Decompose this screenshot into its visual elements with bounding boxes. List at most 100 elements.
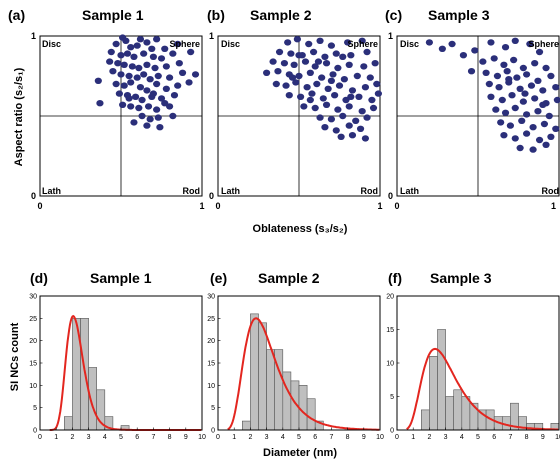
scatter-point — [143, 39, 151, 46]
scatter-point — [523, 71, 531, 78]
y-tick-label: 20 — [207, 338, 215, 345]
scatter-point — [500, 61, 508, 68]
scatter-point — [358, 108, 366, 115]
y-tick-label: 15 — [207, 361, 215, 368]
scatter-point — [127, 79, 135, 86]
scatter-point — [324, 85, 332, 93]
panel-label-e: (e) — [210, 270, 227, 286]
quadrant-label-disc-b: Disc — [221, 39, 240, 49]
histogram-bar — [453, 389, 463, 431]
scatter-point — [542, 64, 550, 72]
scatter-point — [348, 87, 357, 94]
scatter-point — [161, 45, 169, 52]
scatter-point — [154, 114, 162, 121]
scatter-point — [115, 90, 123, 97]
panel-e: (e) Sample 2 0 5 10 15 20 25 30 0 1 2 3 4 5 6 7 8 9 10 — [207, 270, 384, 441]
scatter-point — [156, 124, 164, 131]
scatter-point — [122, 37, 130, 44]
scatter-point — [552, 84, 560, 91]
scatter-point — [523, 111, 531, 118]
scatter-point — [153, 80, 161, 88]
scatter-point — [516, 85, 524, 93]
x-tick-0-c: 0 — [394, 201, 399, 211]
scatter-point — [516, 144, 524, 152]
histogram-f: 0 5 10 15 20 0 1 2 3 4 5 6 7 8 9 10 — [386, 294, 560, 442]
x-tick-label: 4 — [460, 434, 464, 441]
scatter-point — [140, 50, 148, 57]
scatter-point — [495, 84, 503, 91]
panel-title-b: Sample 2 — [250, 7, 312, 23]
y-tick-1-a: 1 — [31, 31, 36, 41]
y-tick-label: 0 — [211, 428, 215, 435]
scatter-point — [144, 103, 153, 110]
quadrant-label-disc-c: Disc — [400, 39, 419, 49]
scatter-point — [358, 37, 366, 44]
scatter-point — [552, 125, 560, 132]
scatter-point — [301, 58, 310, 65]
scatter-point — [534, 108, 542, 115]
histogram-bar — [445, 396, 455, 431]
scatter-point — [162, 63, 170, 70]
scatter-point — [448, 40, 456, 48]
scatter-point — [143, 122, 151, 129]
scatter-point — [169, 50, 177, 57]
x-axis-title-top: Oblateness (s₃/s₂) — [253, 223, 348, 235]
scatter-point — [542, 141, 550, 148]
scatter-point — [321, 53, 329, 60]
scatter-point — [174, 82, 182, 89]
scatter-point — [293, 36, 301, 43]
scatter-point — [519, 64, 527, 72]
scatter-point — [170, 92, 179, 99]
x-tick-label: 4 — [281, 434, 285, 441]
x-tick-label: 2 — [70, 434, 74, 441]
scatter-point — [527, 82, 536, 89]
scatter-point — [120, 82, 128, 89]
scatter-point — [438, 45, 446, 52]
scatter-point — [521, 90, 529, 97]
scatter-point — [143, 61, 151, 68]
scatter-point — [112, 80, 120, 88]
x-tick-0-a: 0 — [37, 201, 42, 211]
fit-curve-f — [406, 347, 559, 431]
x-axis-title-bottom: Diameter (nm) — [263, 447, 337, 459]
scatter-point — [263, 69, 271, 77]
x-tick-label: 1 — [411, 434, 415, 441]
scatter-point — [503, 68, 511, 75]
scatter-point — [127, 103, 135, 110]
x-tick-label: 6 — [313, 434, 317, 441]
scatter-point — [529, 124, 537, 131]
scatter-point — [146, 76, 154, 83]
scatter-point — [487, 39, 495, 46]
plot-area-d — [39, 295, 203, 431]
scatter-point — [153, 106, 161, 113]
scatter-point — [356, 125, 365, 132]
scatter-point — [511, 135, 519, 142]
histogram-bar — [437, 329, 446, 431]
quadrant-label-sphere-c: Sphere — [528, 39, 559, 49]
x-tick-label: 8 — [346, 434, 350, 441]
x-tick-label: 6 — [135, 434, 139, 441]
scatter-point — [130, 53, 138, 60]
y-tick-label: 0 — [33, 428, 37, 435]
y-tick-label: 20 — [386, 294, 394, 301]
histogram-bar — [306, 398, 316, 431]
panel-label-a: (a) — [8, 7, 25, 23]
scatter-point — [334, 64, 342, 72]
scatter-point — [275, 48, 284, 56]
x-tick-label: 4 — [103, 434, 107, 441]
scatter-point — [114, 60, 122, 67]
scatter-points-b — [218, 36, 382, 196]
scatter-point — [149, 53, 157, 60]
x-tick-label: 3 — [87, 434, 91, 441]
y-tick-label: 5 — [390, 394, 394, 401]
x-tick-label: 3 — [265, 434, 269, 441]
histogram-bar — [242, 420, 251, 431]
x-tick-label: 1 — [232, 434, 236, 441]
panel-f: (f) Sample 3 0 5 10 15 20 0 1 2 3 4 5 6 7 8 9 10 — [386, 270, 560, 441]
y-tick-label: 10 — [29, 383, 37, 390]
scatter-point — [140, 71, 148, 78]
scatter-point — [355, 93, 363, 101]
scatter-point — [360, 63, 368, 70]
scatter-point — [311, 63, 319, 70]
